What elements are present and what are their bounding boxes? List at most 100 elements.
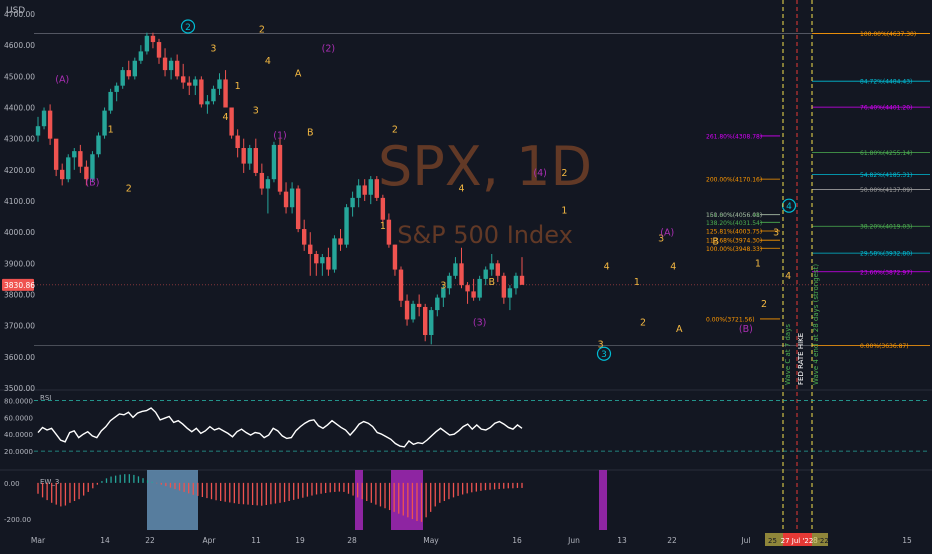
date-badge-label: 27 Jul '22 — [781, 537, 814, 545]
ew3-tick-label: 0.00 — [4, 480, 20, 488]
fib-level-label: 29.58%(3932.80) — [860, 251, 912, 258]
candle-body — [60, 169, 65, 180]
fib-level-label: 100.00%(4637.30) — [860, 31, 916, 38]
ew3-tick-label: -200.00 — [4, 516, 31, 524]
candle-body — [181, 76, 186, 83]
candle-body — [386, 219, 392, 245]
wave-label: 4 — [785, 271, 791, 282]
candle-body — [199, 79, 204, 105]
candle-body — [162, 57, 168, 71]
wave-label: B — [712, 237, 719, 248]
rsi-line — [37, 407, 523, 448]
candle-body — [356, 185, 361, 198]
candle-body — [235, 135, 240, 149]
candle-body — [168, 60, 174, 71]
candle-body — [429, 310, 434, 336]
fib-level-label: 0.00%(3721.56) — [706, 316, 755, 323]
wave-label: 2 — [126, 184, 132, 195]
candle-body — [483, 269, 488, 279]
candle-body — [132, 60, 137, 77]
price-tick-label: 4000.00 — [4, 228, 35, 237]
fib-level-label: 100.00%(3948.33) — [706, 246, 762, 253]
candle-body — [447, 275, 452, 289]
fib-level-label: 84.72%(4484.43) — [860, 79, 912, 86]
wave-label: 4 — [458, 184, 464, 195]
candle-body — [489, 263, 494, 270]
price-tick-label: 3900.00 — [4, 259, 35, 268]
wave-label: 1 — [380, 221, 386, 232]
wave-label: (A) — [660, 227, 674, 238]
fib-level-label: 0.00%(3636.87) — [860, 343, 909, 350]
fib-level-label: 112.68%(3974.30) — [706, 238, 762, 245]
candle-body — [368, 179, 373, 195]
wave-label: 3 — [658, 234, 664, 245]
wave-label: 4 — [265, 56, 271, 67]
candle-body — [362, 185, 367, 195]
wave-label: B — [488, 277, 495, 288]
ew3-highlight-zone — [355, 470, 363, 530]
candle-body — [295, 188, 301, 230]
candle-body — [320, 257, 325, 264]
wave-label: (B) — [85, 177, 99, 188]
candle-body — [471, 291, 476, 298]
ew3-highlight-zone — [391, 470, 423, 530]
candle-body — [423, 306, 428, 336]
candle-body — [477, 278, 482, 298]
ew3-highlight-zone — [147, 470, 198, 530]
date-range-label: '22 — [818, 537, 829, 545]
candle-body — [374, 179, 379, 198]
fib-level-label: 150.00%(4056.01) — [706, 212, 762, 219]
candle-body — [247, 148, 252, 164]
wave-label: (2) — [322, 43, 335, 54]
wave-label: 2 — [761, 299, 767, 310]
candle-body — [519, 275, 525, 285]
wave-label: 3 — [598, 339, 604, 350]
candle-body — [156, 42, 162, 58]
candle-body — [84, 166, 89, 180]
candle-body — [96, 135, 101, 155]
candle-body — [380, 197, 386, 220]
time-axis-label: 14 — [100, 536, 110, 545]
watermark-symbol: SPX, 1D — [378, 135, 592, 198]
time-axis-label: 28 — [347, 536, 357, 545]
candle-body — [495, 263, 500, 276]
candle-body — [289, 188, 295, 208]
candle-body — [187, 82, 192, 86]
price-tick-label: 4600.00 — [4, 41, 35, 50]
candle-body — [114, 85, 119, 92]
rsi-tick-label: 60.0000 — [4, 414, 33, 422]
price-tick-label: 4100.00 — [4, 197, 35, 206]
currency-label: USD — [6, 6, 25, 16]
wave-label: B — [307, 128, 314, 139]
candle-body — [53, 138, 59, 170]
candle-body — [332, 238, 337, 270]
time-axis-label: May — [423, 536, 439, 545]
time-axis-label: Mar — [31, 536, 46, 545]
vertical-annotation-label: Wave 4 end at 28 days (strongest) — [812, 264, 820, 385]
wave-label: 2 — [259, 25, 265, 36]
wave-label: 4 — [223, 112, 229, 123]
wave-label: A — [295, 68, 302, 79]
candle-body — [217, 79, 222, 89]
candle-body — [404, 300, 410, 320]
wave-label: (1) — [273, 131, 286, 142]
price-tick-label: 4300.00 — [4, 135, 35, 144]
candle-body — [459, 263, 464, 286]
candle-body — [120, 70, 125, 86]
price-tick-label: 3700.00 — [4, 322, 35, 331]
wave-label: (4) — [533, 168, 546, 179]
candle-body — [344, 207, 349, 245]
time-axis-label: 16 — [512, 536, 522, 545]
candle-body — [223, 79, 228, 108]
vertical-annotation-label: FED RATE HIKE — [797, 333, 805, 385]
date-badge-box — [783, 533, 812, 546]
candle-body — [350, 197, 355, 208]
wave-circle-marker — [596, 346, 612, 361]
time-axis-label: 13 — [617, 536, 627, 545]
candle-body — [193, 79, 198, 86]
candle-body — [326, 257, 331, 270]
fib-level-label: 23.60%(3872.97) — [860, 269, 912, 276]
candle-body — [241, 148, 246, 164]
time-axis-label: Jun — [567, 536, 580, 545]
